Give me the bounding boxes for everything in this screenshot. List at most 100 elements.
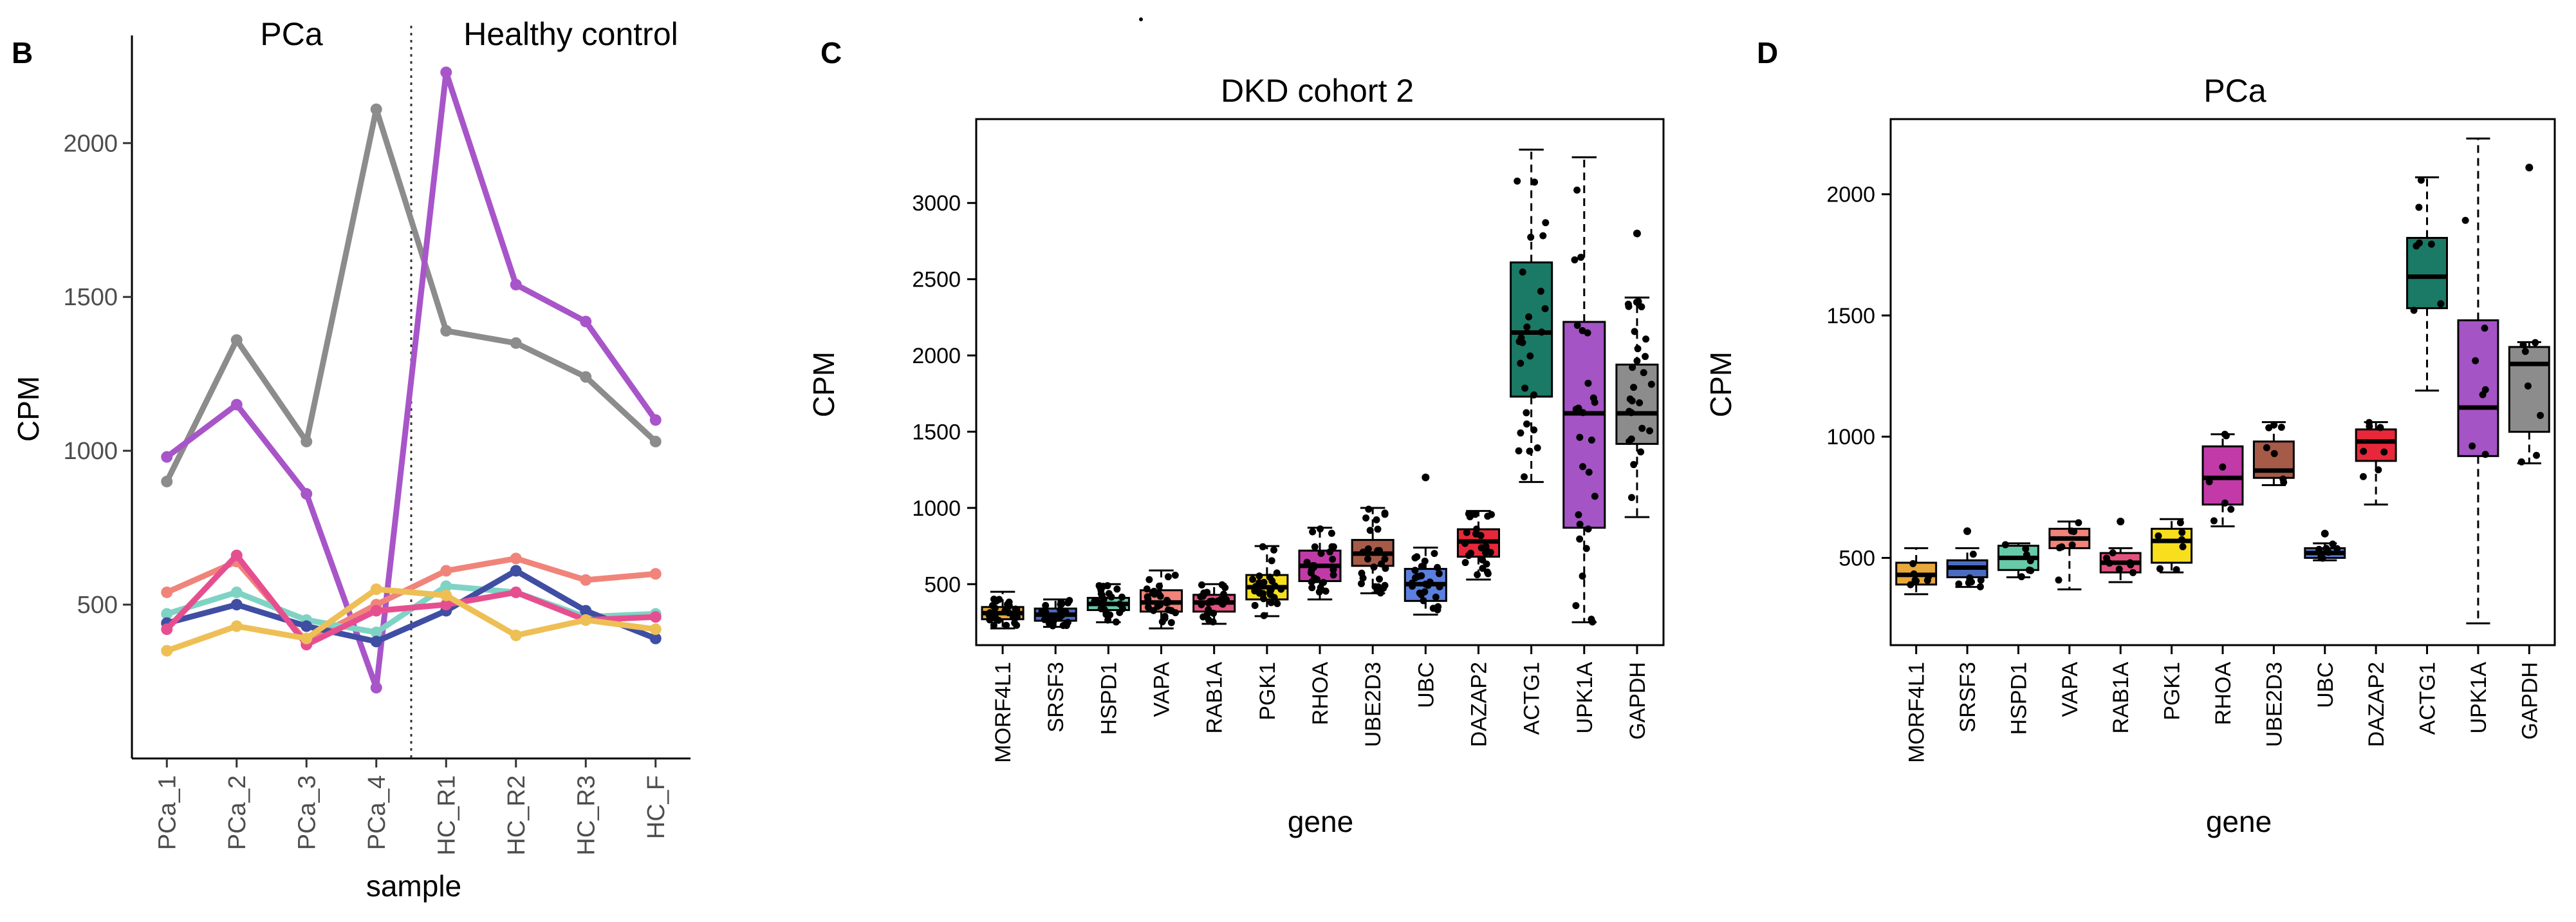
panel-d-jitter-point (2154, 532, 2162, 540)
panel-d-jitter-point (2017, 573, 2025, 581)
panel-c-letter: C (820, 36, 842, 70)
panel-d-jitter-point (2176, 519, 2184, 527)
panel-c-jitter-point (1057, 606, 1064, 614)
panel-c-jitter-point (1579, 572, 1586, 580)
panel-c-jitter-point (1517, 334, 1525, 342)
panel-c-jitter-point (1252, 583, 1259, 590)
panel-c-jitter-point (1588, 616, 1595, 623)
panel-c-jitter-point (1381, 581, 1389, 589)
panel-c-jitter-point (1525, 313, 1533, 321)
panel-c-jitter-point (1630, 384, 1638, 391)
series-point-salmon (510, 552, 522, 565)
panel-c-jitter-point (1572, 602, 1580, 610)
panel-c-jitter-point (1471, 511, 1479, 518)
series-point-grey (301, 435, 313, 447)
panel-c-jitter-point (1005, 609, 1012, 617)
panel-d-jitter-point (2533, 451, 2541, 459)
panel-d-jitter-point (1977, 576, 1985, 584)
panel-c-jitter-point (1145, 576, 1153, 583)
panel-c-xtick-label: GAPDH (1626, 662, 1650, 740)
panel-c-jitter-point (1408, 579, 1416, 587)
panel-d-jitter-point (2469, 442, 2476, 450)
panel-b-ylabel: CPM (12, 376, 45, 442)
panel-b-xtick-label: PCa_1 (154, 775, 181, 850)
panel-c-jitter-point (1487, 549, 1494, 556)
panel-c-jitter-point (1584, 379, 1592, 387)
series-point-navy (649, 632, 662, 644)
panel-c-jitter-point (1164, 573, 1172, 581)
panel-c-jitter-point (1645, 427, 1653, 435)
panel-c-jitter-point (1421, 588, 1429, 596)
panel-d-jitter-point (2265, 424, 2273, 431)
panel-c-jitter-point (1461, 540, 1469, 547)
series-point-salmon (649, 568, 662, 580)
panel-c-jitter-point (1219, 590, 1227, 598)
panel-c-jitter-point (1584, 525, 1592, 533)
panel-c-ytick-label: 500 (924, 572, 961, 597)
panel-c-jitter-point (1517, 359, 1524, 367)
panel-c-jitter-point (1411, 567, 1419, 574)
panel-c-jitter-point (1640, 369, 1647, 377)
panel-d-xtick-label: VAPA (2058, 662, 2082, 717)
panel-c-jitter-point (1627, 494, 1635, 502)
panel-d-ylabel: CPM (1704, 352, 1737, 417)
panel-c-jitter-point (1309, 562, 1317, 570)
panel-c-jitter-point (1519, 268, 1526, 276)
panel-c-jitter-point (1527, 233, 1535, 241)
panel-c-xtick-label: VAPA (1150, 662, 1174, 717)
panel-c-jitter-point (1627, 435, 1635, 443)
panel-c-jitter-point (1270, 546, 1278, 554)
panel-c-jitter-point (1171, 571, 1179, 579)
panel-c-jitter-point (1591, 399, 1598, 406)
panel-c-jitter-point (1523, 323, 1531, 331)
series-line-grey (163, 106, 659, 485)
panel-d-jitter-point (2001, 541, 2009, 549)
panel-c-jitter-point (1435, 570, 1443, 578)
panel-c-jitter-point (1267, 586, 1275, 594)
panel-c-jitter-point (1249, 576, 1257, 583)
panel-c-jitter-point (1274, 599, 1281, 607)
panel-c-jitter-point (1273, 569, 1281, 577)
panel-c-jitter-point (1526, 447, 1534, 455)
panel-b-ytick-label: 2000 (63, 130, 118, 157)
panel-c-jitter-point (1364, 555, 1371, 563)
panel-c-jitter-point (1576, 520, 1584, 528)
panel-d-xtick-label: UBE2D3 (2262, 662, 2286, 747)
panel-d-jitter-point (2481, 451, 2489, 458)
panel-d-jitter-point (2359, 473, 2367, 480)
panel-c-jitter-point (1260, 612, 1268, 619)
panel-c-jitter-point (1362, 514, 1370, 522)
panel-c-jitter-point (1210, 610, 1218, 617)
series-point-purple (161, 451, 173, 463)
panel-c-jitter-point (1376, 547, 1384, 554)
panel-d-jitter-point (1976, 583, 1984, 590)
panel-c-jitter-point (1523, 420, 1530, 428)
series-point-navy (580, 605, 592, 617)
panel-d-xtick-label: ACTG1 (2416, 662, 2440, 735)
panel-c-jitter-point (1013, 606, 1021, 614)
panel-d-jitter-point (2027, 567, 2035, 574)
series-point-purple (510, 279, 522, 291)
panel-c-jitter-point (1575, 511, 1582, 518)
series-point-yellow (510, 629, 522, 641)
panel-c-jitter-point (1100, 606, 1108, 614)
panel-d-jitter-point (1907, 581, 1914, 588)
panel-c-jitter-point (1099, 583, 1107, 590)
panel-d-jitter-point (2315, 545, 2323, 553)
panel-c-jitter-point (1628, 397, 1636, 405)
series-point-purple (440, 66, 452, 79)
panel-b-xtick-label: HC_R2 (503, 775, 530, 856)
panel-c-jitter-point (1381, 509, 1389, 517)
panel-c-jitter-point (1413, 553, 1421, 561)
panel-c-jitter-point (1436, 583, 1443, 590)
panel-c-jitter-point (1465, 510, 1472, 518)
series-line-navy (163, 567, 659, 644)
panel-d-jitter-point (2270, 450, 2278, 458)
panel-c-jitter-point (1463, 529, 1470, 536)
panel-c-jitter-point (1634, 345, 1642, 353)
series-point-pink (510, 586, 522, 598)
panel-c-jitter-point (1484, 570, 1492, 578)
panel-d-jitter-point (2115, 565, 2123, 573)
panel-c-jitter-point (1329, 556, 1337, 563)
series-point-purple (301, 488, 313, 500)
